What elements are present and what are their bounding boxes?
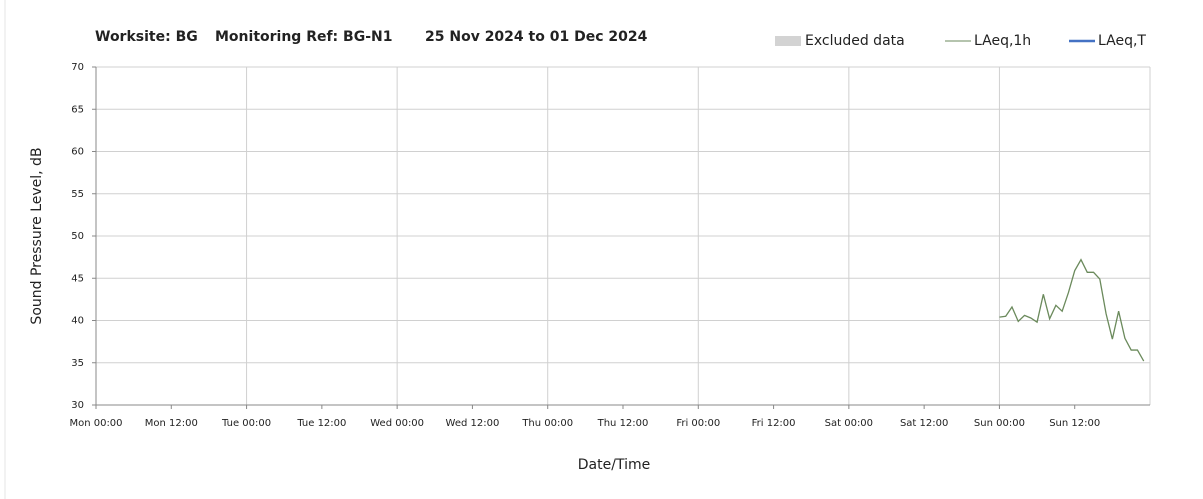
y-tick-label: 40 xyxy=(71,316,84,327)
title-worksite: Worksite: BG xyxy=(95,29,198,45)
x-tick-label: Sat 12:00 xyxy=(900,418,948,429)
title-ref: Monitoring Ref: BG-N1 xyxy=(215,29,392,45)
x-tick-label: Fri 00:00 xyxy=(676,418,720,429)
title-dates: 25 Nov 2024 to 01 Dec 2024 xyxy=(425,29,648,45)
y-tick-label: 30 xyxy=(71,400,84,411)
y-tick-label: 70 xyxy=(71,62,84,73)
y-tick-label: 45 xyxy=(71,273,84,284)
x-tick-label: Tue 00:00 xyxy=(221,418,271,429)
y-tick-label: 65 xyxy=(71,104,84,115)
x-tick-label: Thu 12:00 xyxy=(597,418,649,429)
y-tick-label: 60 xyxy=(71,147,84,158)
legend-label: Excluded data xyxy=(805,33,905,49)
x-axis-label: Date/Time xyxy=(578,457,650,473)
y-axis-label: Sound Pressure Level, dB xyxy=(29,147,45,324)
legend-swatch xyxy=(775,36,801,46)
x-tick-label: Sat 00:00 xyxy=(825,418,873,429)
x-tick-label: Thu 00:00 xyxy=(521,418,573,429)
x-tick-label: Sun 12:00 xyxy=(1049,418,1100,429)
x-tick-label: Wed 12:00 xyxy=(446,418,500,429)
x-tick-label: Mon 12:00 xyxy=(145,418,198,429)
legend-label: LAeq,T xyxy=(1098,33,1146,49)
x-tick-label: Sun 00:00 xyxy=(974,418,1025,429)
x-tick-label: Wed 00:00 xyxy=(370,418,424,429)
x-tick-label: Mon 00:00 xyxy=(69,418,122,429)
legend-label: LAeq,1h xyxy=(974,33,1031,49)
x-tick-label: Fri 12:00 xyxy=(752,418,796,429)
y-tick-label: 55 xyxy=(71,189,84,200)
x-tick-label: Tue 12:00 xyxy=(296,418,346,429)
y-tick-label: 35 xyxy=(71,358,84,369)
data-line xyxy=(999,258,1145,362)
y-tick-label: 50 xyxy=(71,231,84,242)
